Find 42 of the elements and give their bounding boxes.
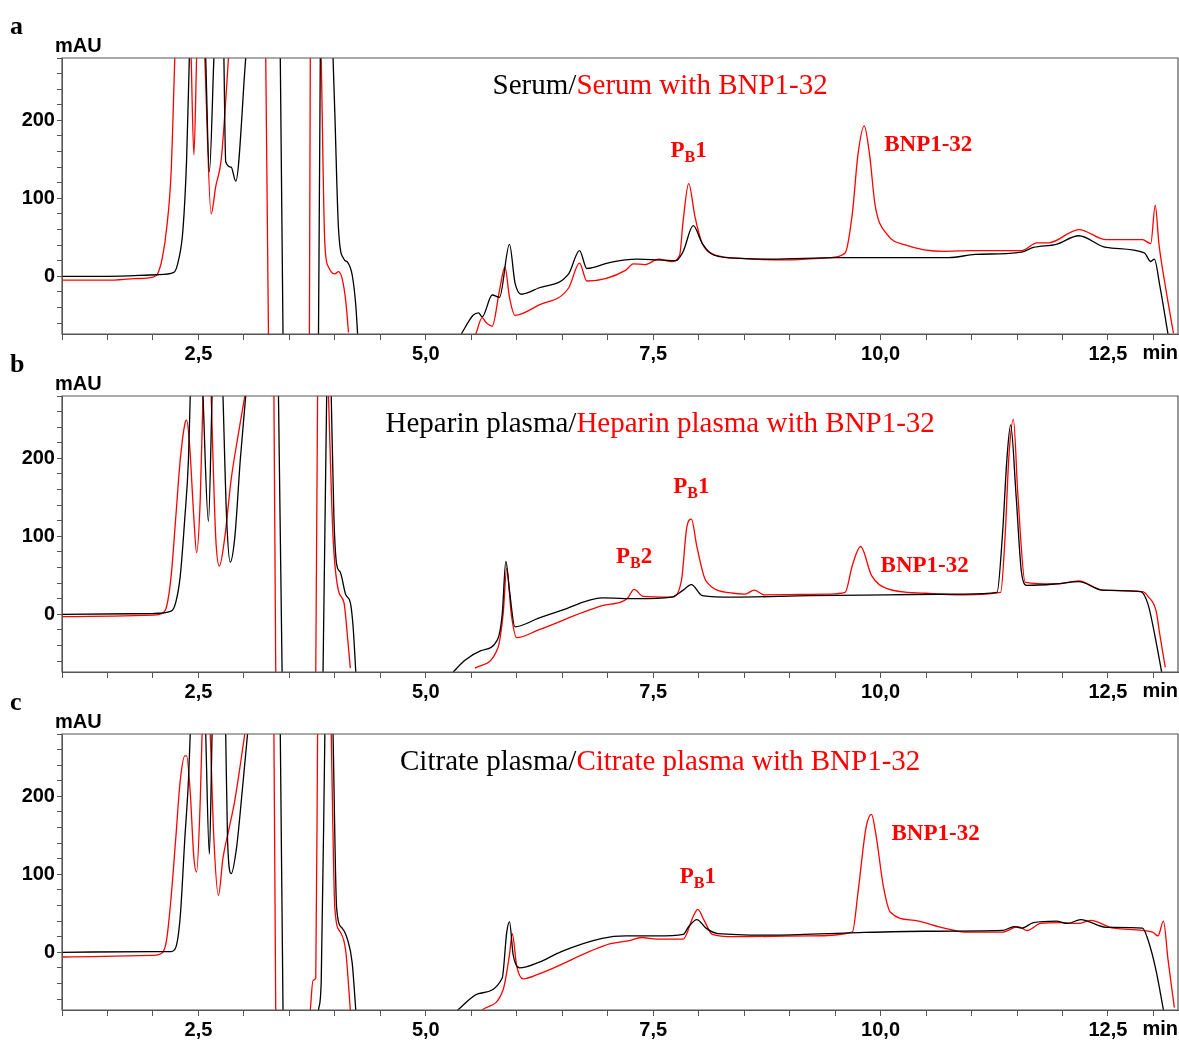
x-axis-title: min [1142,678,1178,701]
y-tick-label: 0 [43,939,55,962]
x-tick-label: 2,5 [184,1017,213,1040]
y-axis-title: mAU [55,372,102,394]
y-tick-label: 0 [43,601,55,624]
y-tick-label: 100 [21,185,55,208]
text: Heparin plasma with BNP1-32 [576,406,935,438]
y-axis-title: mAU [55,34,102,56]
y-tick-label: 200 [21,445,55,468]
chart-title: c [10,687,22,716]
x-tick-label: 5,0 [411,1017,440,1040]
y-tick-label: 0 [43,263,55,286]
x-tick-label: 5,0 [411,679,440,702]
text: Citrate plasma with BNP1-32 [576,744,921,776]
series-label: Serum with BNP1-32 [576,68,828,100]
y-tick-label: 100 [21,523,55,546]
annotation: BNP1-32 [880,551,969,577]
x-tick-label: 10,0 [861,1017,901,1040]
x-tick-label: 10,0 [861,341,901,364]
x-tick-label: 12,5 [1088,1017,1128,1040]
x-tick-label: 10,0 [861,679,901,702]
x-tick-label: 12,5 [1088,341,1128,364]
text: Serum/ [492,68,578,100]
annotation: BNP1-32 [891,819,980,845]
series-label: Heparin plasma/ [385,406,578,438]
x-tick-label: 2,5 [184,679,213,702]
y-axis-title: mAU [55,710,102,732]
x-tick-label: 2,5 [184,341,213,364]
text: Citrate plasma/ [400,744,578,776]
y-tick-label: 200 [21,783,55,806]
x-axis-title: min [1142,340,1178,363]
x-tick-label: 5,0 [411,341,440,364]
x-tick-label: 7,5 [639,1017,668,1040]
x-tick-label: 12,5 [1088,679,1128,702]
x-axis-title: min [1142,1016,1178,1039]
chart-title: b [10,349,25,378]
y-tick-label: 100 [21,861,55,884]
x-tick-label: 7,5 [639,341,668,364]
annotation: BNP1-32 [884,131,973,157]
x-tick-label: 7,5 [639,679,668,702]
y-tick-label: 200 [21,107,55,130]
chart-title: a [10,11,23,40]
